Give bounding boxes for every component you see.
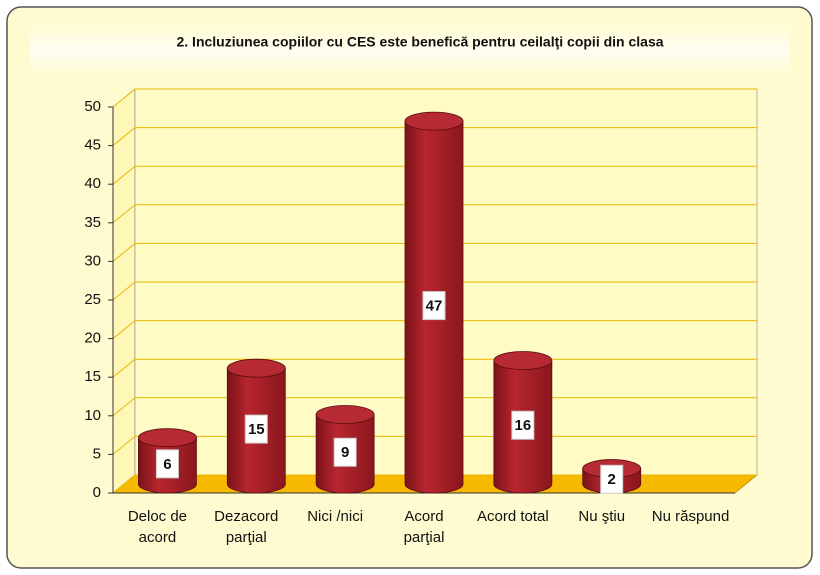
grid-line [112,320,757,339]
value-label: 9 [341,444,349,461]
grid-line [112,88,757,108]
grid-line [112,127,757,146]
x-tick-label: Acord parţial [403,508,445,546]
value-label-box [333,437,357,467]
x-tick-label: Nu ştiu [578,508,626,525]
value-label-box [155,449,179,479]
bar-top [315,405,375,424]
y-tick-label: 0 [93,484,101,501]
x-tick-label: Nu răspund [651,508,730,525]
value-label: 15 [248,421,265,438]
value-label-box [600,464,624,494]
grid-line [112,165,757,185]
y-tick-label: 15 [84,368,101,385]
value-label: 16 [515,417,532,434]
x-tick-label: Dezacord parţial [214,508,279,546]
value-label: 2 [608,471,616,488]
value-label-box [511,410,535,440]
y-tick-label: 45 [84,137,101,154]
y-tick-label: 5 [93,445,101,462]
grid-line [112,281,757,301]
y-tick-label: 25 [84,291,101,308]
y-tick-label: 10 [84,407,101,424]
bar-top [404,111,464,131]
x-tick-label: Nici /nici [307,508,364,525]
y-tick-label: 30 [84,252,101,269]
title-band [30,22,790,78]
grid-line [112,242,757,262]
value-label: 47 [426,298,443,315]
value-label: 6 [163,456,171,473]
bar-top [493,351,553,370]
x-tick-label: Deloc de acord [127,508,188,546]
y-tick-label: 40 [84,175,101,192]
bar-top [138,428,197,448]
y-tick-label: 50 [84,98,101,115]
value-label-box [422,291,446,321]
x-tick-label: Acord total [476,508,549,525]
grid-line [112,204,757,224]
y-tick-label: 35 [84,214,101,231]
y-tick-label: 20 [84,330,101,347]
value-label-box [244,414,268,444]
chart-title: 2. Incluziunea copiilor cu CES este bene… [176,34,663,50]
bar-top [226,358,286,378]
